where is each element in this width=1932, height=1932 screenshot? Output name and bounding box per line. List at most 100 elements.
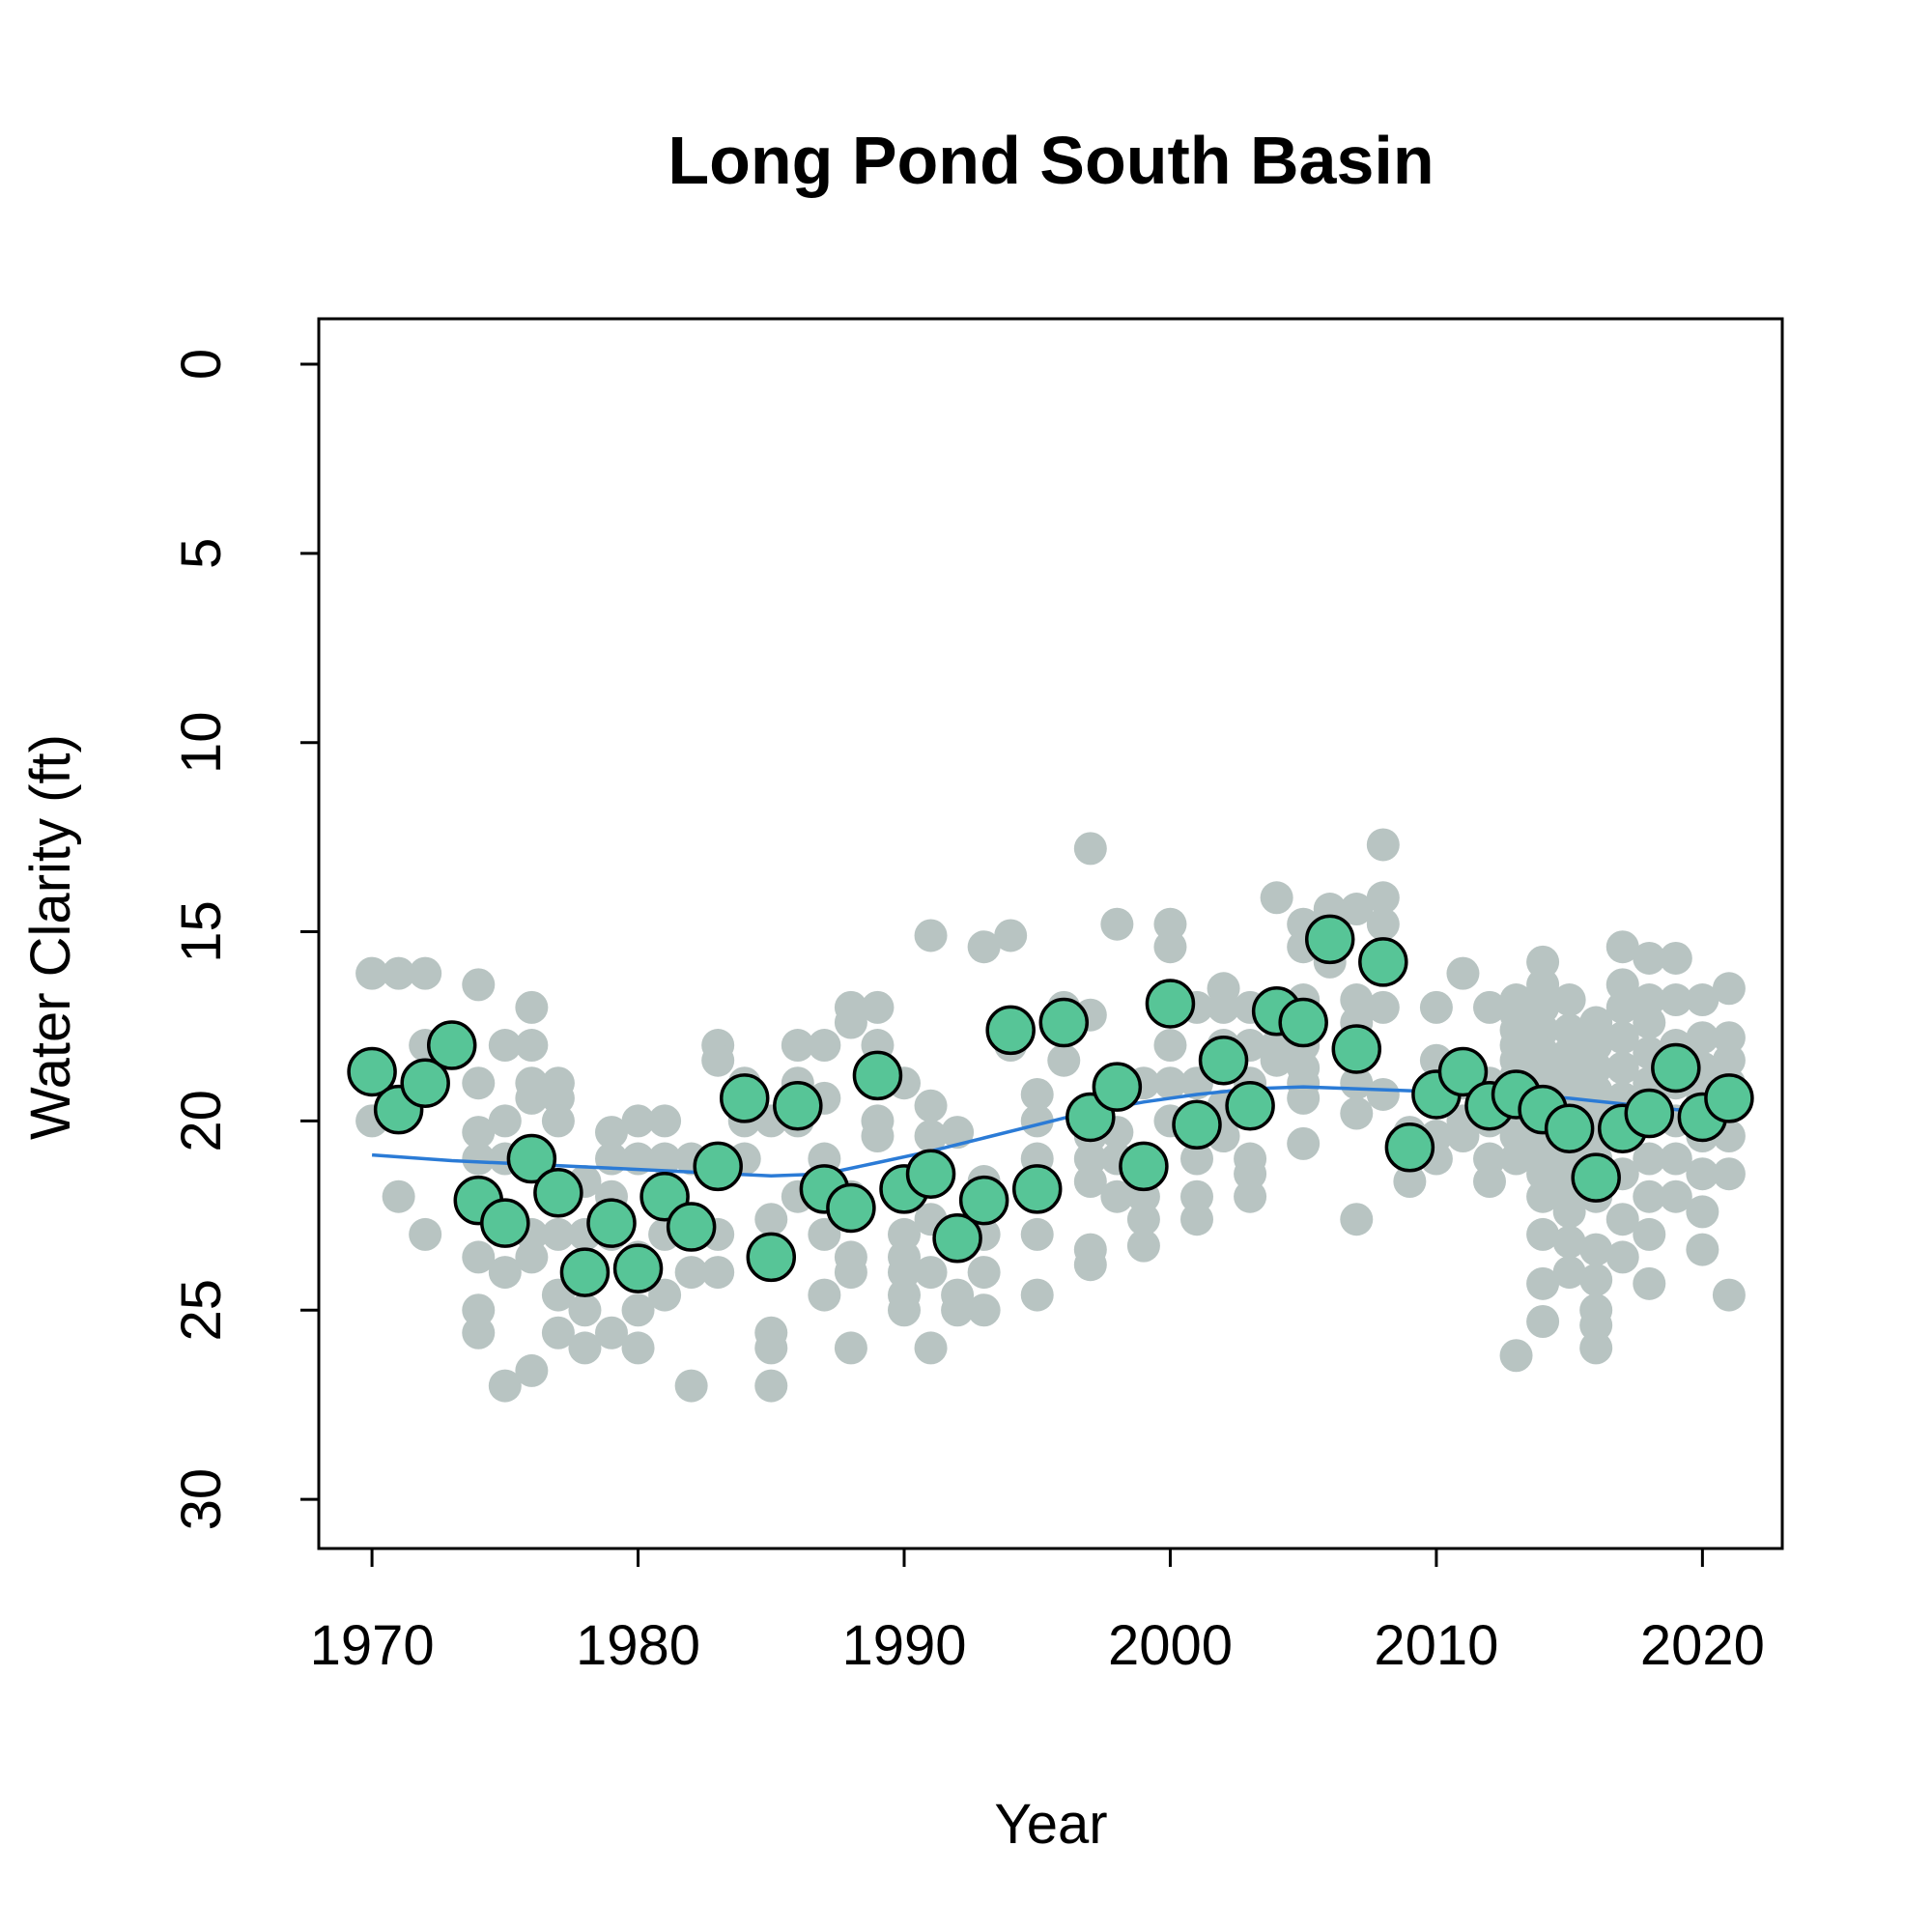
observation-point (1287, 1081, 1321, 1115)
observation-point (1712, 972, 1746, 1006)
observation-point (648, 1142, 682, 1176)
annual-mean-point (1571, 1152, 1621, 1203)
annual-mean-point (1304, 914, 1355, 965)
annual-mean-point (586, 1198, 637, 1248)
observation-point (515, 1081, 549, 1115)
observation-point (1393, 1165, 1427, 1199)
observation-point (621, 1142, 655, 1176)
observation-point (462, 1240, 496, 1274)
observation-point (1180, 1142, 1213, 1176)
annual-mean-point (612, 1243, 664, 1293)
observation-point (1605, 930, 1639, 964)
observation-point (941, 1293, 975, 1327)
observation-point (754, 1203, 788, 1236)
annual-mean-point (1624, 1088, 1675, 1139)
observation-point (648, 1104, 682, 1138)
observation-point (382, 1179, 415, 1213)
observation-point (754, 1331, 788, 1365)
observation-point (701, 1043, 735, 1077)
observation-point (1579, 1006, 1613, 1039)
observation-point (462, 968, 496, 1002)
observation-point (1579, 1331, 1613, 1365)
observation-point (1047, 1043, 1081, 1077)
y-tick-label: 30 (170, 1468, 233, 1531)
observation-point (1579, 1233, 1613, 1266)
annual-mean-point (1038, 997, 1090, 1048)
observation-point (1020, 1104, 1054, 1138)
observation-point (1712, 1021, 1746, 1055)
observation-point (515, 1240, 549, 1274)
observation-point (462, 1116, 496, 1150)
observation-point (462, 1066, 496, 1100)
observation-point (1260, 881, 1293, 915)
observation-point (781, 1029, 814, 1063)
observation-point (914, 1089, 948, 1122)
observation-point (1499, 1339, 1533, 1373)
annual-mean-point (1145, 979, 1196, 1029)
observation-point (1366, 1077, 1400, 1111)
x-tick-label: 2020 (1640, 1614, 1765, 1677)
observation-point (674, 1369, 708, 1403)
observation-point (1180, 1203, 1213, 1236)
y-tick-label: 25 (170, 1279, 233, 1342)
annual-mean-points (347, 914, 1754, 1297)
observation-point (1073, 832, 1107, 866)
observation-point (834, 1006, 867, 1039)
observation-point (1686, 983, 1719, 1017)
annual-mean-point (1384, 1122, 1435, 1173)
observation-point (1153, 930, 1187, 964)
observation-point (382, 956, 415, 990)
observation-point (1473, 1165, 1506, 1199)
observation-point (541, 1104, 575, 1138)
annual-mean-point (480, 1198, 530, 1248)
observation-point (1605, 1240, 1639, 1274)
y-axis-label: Water Clarity (ft) (19, 734, 82, 1140)
observation-point (1526, 968, 1560, 1002)
observation-point (1552, 1013, 1586, 1047)
observation-point (1153, 1066, 1187, 1100)
x-tick-label: 1970 (310, 1614, 435, 1677)
observation-point (515, 990, 549, 1024)
y-tick-label: 15 (170, 900, 233, 963)
observation-point (1579, 1051, 1613, 1085)
annual-mean-point (985, 1005, 1036, 1056)
observation-point (1633, 941, 1666, 975)
y-tick-label: 5 (170, 538, 233, 569)
observation-point (674, 1256, 708, 1290)
observation-point (1633, 1006, 1666, 1039)
observation-point (462, 1142, 496, 1176)
observation-point (914, 1331, 948, 1365)
observation-point (409, 956, 442, 990)
observation-point (1340, 983, 1374, 1017)
observation-point (834, 1331, 867, 1365)
observation-point (1207, 990, 1240, 1024)
observation-point (967, 1256, 1001, 1290)
observation-point (967, 1293, 1001, 1327)
observation-point (1526, 1013, 1560, 1047)
observation-point (1419, 990, 1453, 1024)
observation-point (888, 1256, 921, 1290)
annual-mean-point (1011, 1164, 1063, 1214)
annual-mean-point (719, 1073, 770, 1123)
observation-point (1366, 907, 1400, 941)
observation-point (1552, 983, 1586, 1017)
observation-point (1526, 945, 1560, 979)
observation-point (1340, 1203, 1374, 1236)
observation-point (1712, 1157, 1746, 1191)
x-tick-label: 2010 (1374, 1614, 1498, 1677)
x-tick-label: 1990 (841, 1614, 966, 1677)
annual-mean-point (1198, 1035, 1249, 1086)
annual-mean-point (1172, 1099, 1222, 1151)
observation-point (515, 1353, 549, 1387)
observation-point (1499, 1120, 1533, 1153)
observation-point (1633, 983, 1666, 1017)
observation-point (1526, 1266, 1560, 1300)
observation-point (488, 1369, 522, 1403)
observation-point (1686, 1195, 1719, 1229)
observation-point (1605, 1203, 1639, 1236)
annual-mean-point (693, 1141, 743, 1192)
observation-point (1552, 1225, 1586, 1259)
observation-point (1686, 1021, 1719, 1055)
observation-point (1366, 881, 1400, 915)
observation-point (568, 1331, 602, 1365)
